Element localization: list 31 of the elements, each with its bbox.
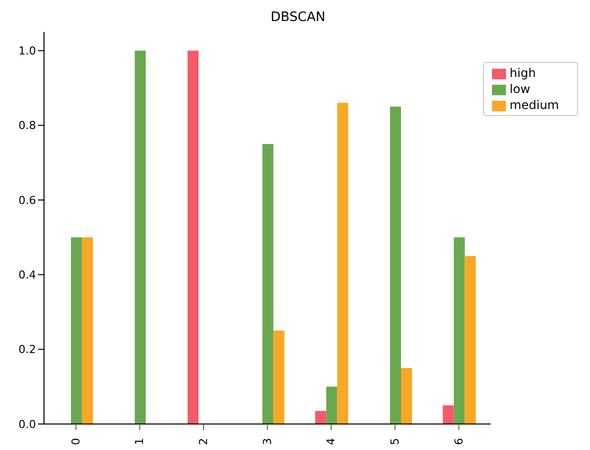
bar [273, 330, 284, 424]
y-tick-label: 0.6 [18, 194, 36, 207]
bar [464, 256, 476, 424]
bar [188, 50, 199, 424]
x-tick-label: 4 [324, 438, 338, 445]
x-tick-label: 5 [388, 438, 402, 445]
bar [262, 144, 274, 424]
chart-title: DBSCAN [270, 9, 326, 27]
bar [134, 50, 146, 424]
y-tick-label: 1.0 [18, 44, 36, 58]
bar [326, 386, 338, 424]
bar [401, 368, 412, 424]
bar [82, 237, 93, 424]
bar [315, 410, 326, 424]
bar [390, 106, 402, 424]
bar [70, 237, 82, 424]
y-tick-label: 0.2 [18, 343, 36, 356]
x-tick-label: 2 [197, 438, 210, 445]
x-tick-label: 1 [133, 438, 146, 445]
legend-label: low [510, 82, 530, 96]
x-tick-label: 6 [452, 438, 466, 445]
legend-label: high [510, 66, 536, 80]
y-tick-label: 0.0 [18, 418, 36, 431]
bar [337, 102, 348, 424]
y-tick-label: 0.8 [18, 119, 36, 132]
x-tick-label: 0 [69, 438, 82, 445]
y-tick-label: 0.4 [18, 268, 36, 282]
legend-label: medium [510, 98, 559, 112]
bar [442, 405, 454, 424]
x-tick-label: 3 [260, 438, 274, 445]
bar [454, 237, 465, 424]
